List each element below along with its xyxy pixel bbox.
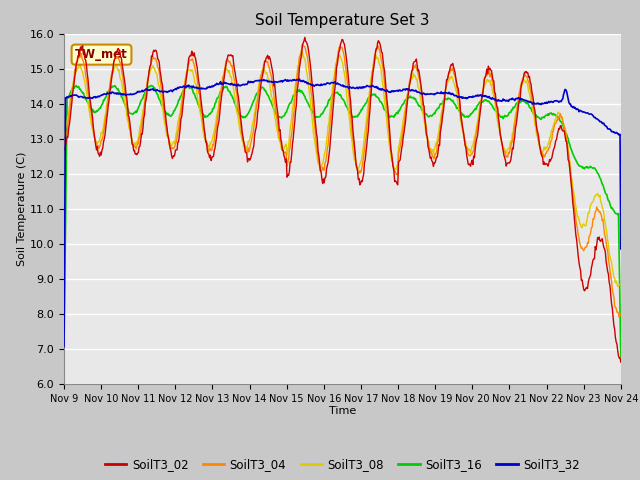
- Title: Soil Temperature Set 3: Soil Temperature Set 3: [255, 13, 429, 28]
- X-axis label: Time: Time: [329, 407, 356, 417]
- Text: TW_met: TW_met: [75, 48, 128, 61]
- Y-axis label: Soil Temperature (C): Soil Temperature (C): [17, 152, 27, 266]
- Legend: SoilT3_02, SoilT3_04, SoilT3_08, SoilT3_16, SoilT3_32: SoilT3_02, SoilT3_04, SoilT3_08, SoilT3_…: [100, 454, 585, 476]
